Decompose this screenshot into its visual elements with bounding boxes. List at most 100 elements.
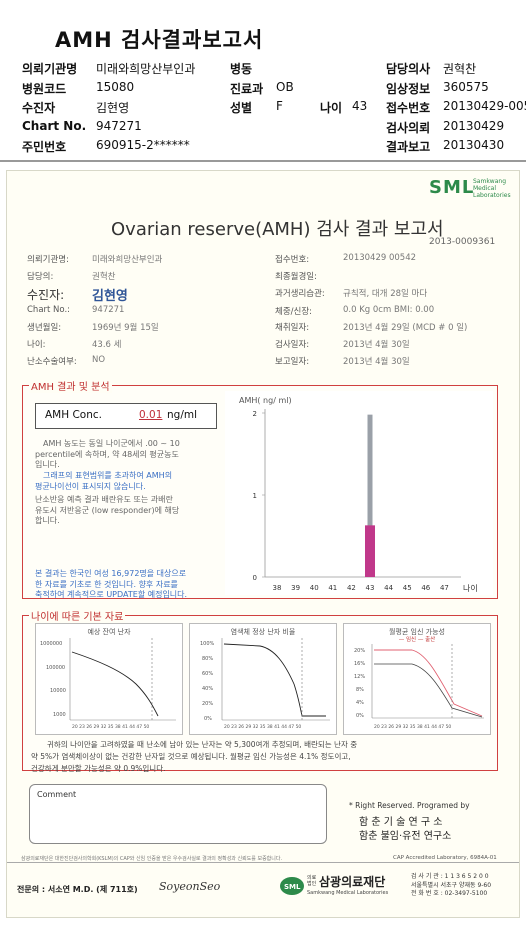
footer-divider	[7, 862, 519, 863]
foundation-en: Samkwang Medical Laboratories	[307, 890, 389, 896]
label-institution: 의뢰기관명	[22, 62, 78, 76]
label-department: 진료과	[230, 82, 264, 96]
label-request-date: 검사의뢰	[386, 121, 431, 135]
value-clinical-info: 360575	[443, 80, 489, 94]
amh-chart-xtick: 40	[310, 584, 319, 592]
contact-info: 검 사 기 관 : 1 1 3 6 5 2 0 0 서울특별시 서초구 양재동 9…	[411, 873, 492, 897]
info-value-age: 43.6 세	[92, 340, 122, 350]
amh-conc-box	[35, 403, 217, 429]
amh-chart-ytick: 2	[253, 410, 257, 418]
svg-text:0%: 0%	[356, 713, 364, 719]
amh-chart-xtick: 45	[403, 584, 412, 592]
value-chart-no: 947271	[96, 119, 142, 133]
svg-text:4%: 4%	[356, 700, 364, 706]
value-patient: 김현영	[96, 101, 130, 115]
label-clinical-info: 임상정보	[386, 82, 431, 96]
label-ward: 병동	[230, 62, 253, 76]
sml-emblem-icon: SML	[279, 875, 305, 897]
svg-text:60%: 60%	[202, 671, 213, 677]
info-value-report-date: 2013년 4월 30일	[343, 357, 410, 367]
label-chart-no: Chart No.	[22, 119, 87, 133]
amh-chart: AMH( ng/ ml) 0 1 2 38 39 40 41 42 43 44 45 46 47 나이	[225, 391, 493, 595]
info-value-chart: 947271	[92, 305, 125, 315]
amh-chart-xtick: 43	[366, 584, 375, 592]
info-value-collection: 2013년 4월 29일 (MCD # 0 일)	[343, 323, 468, 333]
rights-text: * Right Reserved. Programed by	[349, 801, 470, 810]
value-doctor: 권혁찬	[443, 62, 477, 76]
lab-name-1: 함 춘 기 술 연 구 소	[359, 817, 443, 828]
svg-text:20%: 20%	[354, 648, 365, 654]
info-value-test-date: 2013년 4월 30일	[343, 340, 410, 350]
amh-chart-xtick: 47	[440, 584, 449, 592]
amh-chart-xtick: 38	[273, 584, 282, 592]
svg-text:100000: 100000	[46, 665, 65, 671]
amh-section-title: AMH 결과 및 분석	[29, 378, 112, 393]
amh-response-text: 난소반응 예측 결과 배란유도 또는 과배란 유도시 저반응군 (low res…	[35, 495, 180, 525]
age-section-title: 나이에 따른 기본 자료	[29, 608, 126, 623]
header-divider	[0, 160, 526, 162]
svg-text:20 23 26 29 32 35 38 41 44 47: 20 23 26 29 32 35 38 41 44 47 50	[374, 724, 451, 730]
svg-text:40%: 40%	[202, 686, 213, 692]
comment-label: Comment	[37, 790, 77, 799]
amh-conc-label: AMH Conc.	[45, 409, 102, 421]
amh-chart-xtick: 46	[421, 584, 430, 592]
mini-chart-normal-eggs: 염색체 정상 난자 비율 100% 80% 60% 40% 20% 0% 20 …	[189, 623, 337, 735]
foundation-name: 삼광의료재단	[319, 875, 386, 889]
sml-logo-sub: Samkwang Medical Laboratories	[473, 178, 511, 199]
info-label-test-date: 검사일자:	[275, 340, 310, 350]
info-value-cycle: 규칙적, 대개 28일 마다	[343, 289, 428, 299]
info-value-patient: 김현영	[92, 289, 128, 304]
value-report-date: 20130430	[443, 138, 505, 152]
value-sex: F	[276, 99, 283, 113]
sml-logo: SML	[429, 177, 475, 198]
svg-text:16%: 16%	[354, 661, 365, 667]
amh-bar-chart: AMH( ng/ ml) 0 1 2 38 39 40 41 42 43 44 45 46 47 나이	[239, 396, 478, 593]
page-title: AMH 검사결과보고서	[55, 28, 264, 52]
info-value-surgery: NO	[92, 355, 106, 365]
info-label-cycle: 과거생리습관:	[275, 289, 325, 299]
label-id-number: 주민번호	[22, 140, 67, 154]
info-label-collection: 채취일자:	[275, 323, 310, 333]
label-doctor: 담당의사	[386, 62, 431, 76]
svg-text:20%: 20%	[202, 701, 213, 707]
info-label-birth: 생년월일:	[27, 323, 62, 333]
svg-text:0%: 0%	[204, 716, 212, 722]
accreditation-notice: 삼광의료재단은 대한진단검사의학회(KSLM)의 CAP와 신임 인증을 받은 …	[21, 856, 283, 862]
amh-range-note: 그래프의 표현범위를 초과하여 AMH의 평균나이선이 표시되지 않습니다.	[35, 471, 173, 491]
amh-chart-xunit: 나이	[463, 583, 478, 593]
amh-chart-ylabel: AMH( ng/ ml)	[239, 396, 292, 405]
specialist-name: 전문의 : 서소연 M.D. (제 711호)	[17, 885, 138, 894]
amh-chart-xtick: 39	[291, 584, 300, 592]
svg-text:1000000: 1000000	[40, 641, 62, 647]
amh-chart-bar	[365, 525, 375, 577]
info-label-institution: 의뢰기관명:	[27, 255, 69, 265]
label-age: 나이	[320, 101, 343, 115]
amh-chart-ytick: 1	[253, 492, 257, 500]
info-value-doctor: 권혁찬	[92, 272, 116, 282]
label-hospital-code: 병원코드	[22, 82, 67, 96]
label-report-date: 결과보고	[386, 140, 431, 154]
comment-box	[29, 784, 327, 844]
amh-chart-ytick: 0	[253, 574, 257, 582]
info-label-chart: Chart No.:	[27, 305, 71, 315]
info-label-lmp: 최종월경일:	[275, 272, 317, 282]
info-value-receipt: 20130429 00542	[343, 253, 417, 263]
amh-chart-xtick: 44	[384, 584, 393, 592]
svg-text:80%: 80%	[202, 656, 213, 662]
svg-text:1000: 1000	[53, 712, 66, 718]
report-number: 2013-0009361	[429, 237, 496, 247]
value-request-date: 20130429	[443, 119, 505, 133]
svg-text:10000: 10000	[50, 688, 66, 694]
cap-text: CAP Accredited Laboratory, 6984A-01	[393, 855, 497, 861]
svg-text:100%: 100%	[200, 641, 215, 647]
value-id-number: 690915-2******	[96, 138, 190, 152]
label-patient: 수진자	[22, 101, 56, 115]
signature: SoyeonSeo	[159, 880, 221, 893]
info-label-age: 나이:	[27, 340, 46, 350]
info-label-weight: 체중/신장:	[275, 307, 313, 317]
info-label-patient: 수진자:	[27, 288, 65, 302]
amh-percentile-text: AMH 농도는 동일 나이군에서 .00 ~ 10 percentile에 속하…	[35, 439, 180, 469]
amh-conc-value: 0.01	[139, 409, 163, 421]
mini-chart-pregnancy-rate: 월평균 임신 가능성 — 임신 — 출산 20% 16% 12% 8% 4% 0…	[343, 623, 491, 735]
foundation-small: 의료 법인	[307, 875, 317, 887]
